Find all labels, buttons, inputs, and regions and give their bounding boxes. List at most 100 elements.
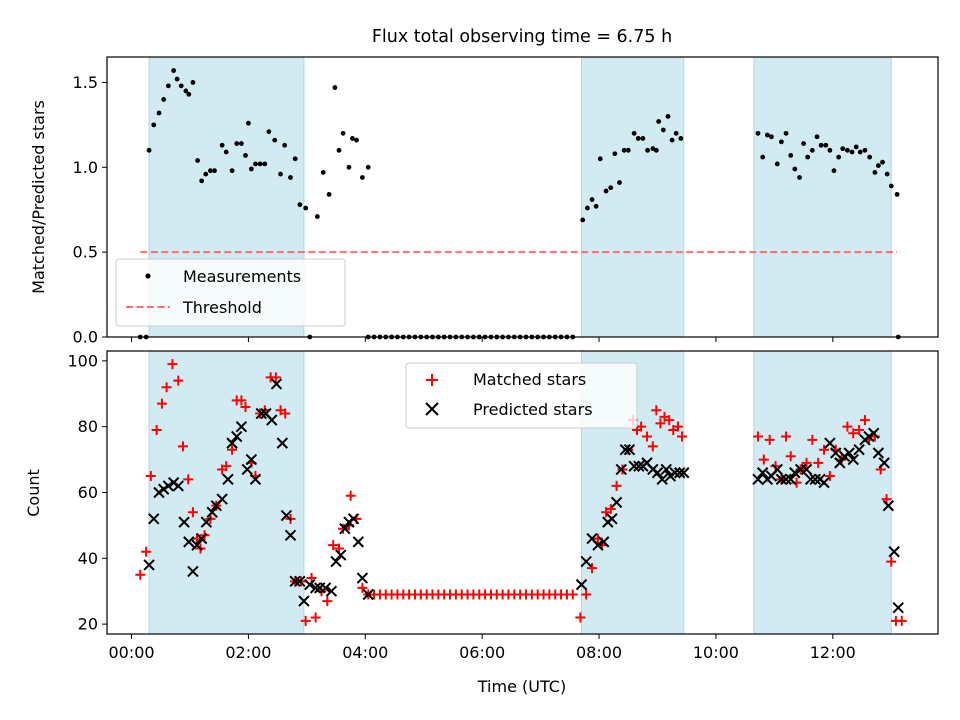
matched-star-point <box>881 494 892 505</box>
matched-star-point <box>306 573 317 584</box>
predicted-star-point <box>356 572 369 584</box>
predicted-star-point <box>289 575 301 588</box>
matched-star-point <box>785 451 796 462</box>
matched-star-point <box>758 454 769 465</box>
measurement-point <box>845 147 850 153</box>
measurement-point <box>840 146 846 152</box>
measurement-point <box>612 151 618 157</box>
matched-star-point <box>177 441 188 452</box>
predicted-star-point <box>804 473 817 486</box>
matched-star-point <box>310 612 321 623</box>
predicted-star-point <box>785 473 797 486</box>
measurement-point <box>332 85 338 90</box>
legend-threshold-label: Threshold <box>182 298 262 317</box>
legend-measurements-label: Measurements <box>183 267 301 286</box>
measurement-point <box>320 169 326 175</box>
measurement-point <box>336 147 342 153</box>
measurement-point <box>635 136 641 141</box>
measurement-point <box>656 119 662 124</box>
matched-star-point <box>672 421 683 432</box>
matched-star-point <box>813 457 824 468</box>
predicted-star-point <box>789 467 801 479</box>
y-tick-label: 60 <box>78 483 98 502</box>
matched-star-point <box>357 582 368 593</box>
measurement-point <box>161 97 167 102</box>
measurement-point <box>894 192 900 197</box>
predicted-star-point <box>615 463 627 476</box>
measurement-point <box>195 158 200 163</box>
matched-star-point <box>824 471 835 482</box>
x-axis-label: Time (UTC) <box>477 677 566 696</box>
y-tick-label: 1.0 <box>73 158 98 177</box>
shaded-region <box>581 56 685 338</box>
predicted-star-point <box>266 414 278 426</box>
predicted-star-point <box>298 595 310 607</box>
matched-star-point <box>859 415 870 426</box>
measurement-point <box>760 154 766 160</box>
matched-star-point <box>753 431 764 442</box>
matched-star-point <box>338 523 349 534</box>
measurement-point <box>818 142 824 148</box>
measurement-point <box>597 156 603 162</box>
matched-star-point <box>156 398 167 409</box>
measurement-point <box>857 149 863 155</box>
predicted-star-point <box>882 499 895 512</box>
measurement-point <box>853 144 859 150</box>
predicted-star-point <box>575 578 588 591</box>
matched-star-point <box>567 589 578 600</box>
matched-star-point <box>151 424 162 435</box>
predicted-star-point <box>628 460 640 472</box>
predicted-star-point <box>183 536 195 548</box>
measurement-point <box>239 141 244 146</box>
bottom-y-axis-label: Count <box>24 469 43 517</box>
measurement-point <box>219 142 225 148</box>
matched-star-point <box>896 615 907 626</box>
matched-star-point <box>322 596 333 607</box>
measurement-point <box>769 134 774 140</box>
predicted-star-point <box>206 506 218 518</box>
legend-matched-marker <box>426 374 438 386</box>
y-tick-label: 80 <box>78 417 98 436</box>
predicted-star-point <box>187 565 199 578</box>
shaded-region <box>753 56 892 338</box>
measurement-point <box>174 76 180 82</box>
predicted-star-point <box>148 513 160 525</box>
predicted-star-point <box>606 513 618 525</box>
measurement-point <box>608 185 614 191</box>
measurement-point <box>288 175 293 180</box>
matched-star-point <box>764 434 775 445</box>
predicted-star-point <box>598 536 610 548</box>
measurement-point <box>354 137 359 143</box>
top-y-axis: 0.0 0.5 1.0 1.5 <box>73 73 107 347</box>
measurement-point <box>151 122 157 128</box>
predicted-star-point <box>633 460 645 472</box>
measurement-point <box>234 141 240 146</box>
matched-star-point <box>270 372 281 383</box>
matched-star-point <box>842 421 853 432</box>
x-tick-label: 08:00 <box>576 643 622 662</box>
predicted-star-point <box>678 467 690 479</box>
predicted-star-point <box>888 546 900 558</box>
predicted-star-point <box>669 467 681 479</box>
measurement-point <box>603 188 609 194</box>
measurement-point <box>257 161 263 167</box>
measurement-point <box>653 147 659 153</box>
bottom-legend: Matched stars Predicted stars <box>405 362 638 429</box>
predicted-star-point <box>878 457 890 469</box>
predicted-star-point <box>304 578 316 591</box>
measurement-point <box>171 68 177 73</box>
predicted-star-point <box>830 447 842 459</box>
predicted-star-point <box>339 522 351 535</box>
measurement-point <box>282 142 288 148</box>
matched-star-point <box>135 569 146 580</box>
predicted-star-point <box>276 437 289 449</box>
predicted-star-point <box>309 582 322 594</box>
measurement-point <box>146 147 152 153</box>
bottom-x-axis: 00:00 02:00 04:00 06:00 08:00 10:00 12:00 <box>108 634 856 662</box>
matched-star-point <box>183 474 194 485</box>
measurement-point <box>297 202 303 208</box>
predicted-star-point <box>752 473 764 486</box>
predicted-star-point <box>592 539 604 551</box>
measurement-point <box>665 113 671 119</box>
